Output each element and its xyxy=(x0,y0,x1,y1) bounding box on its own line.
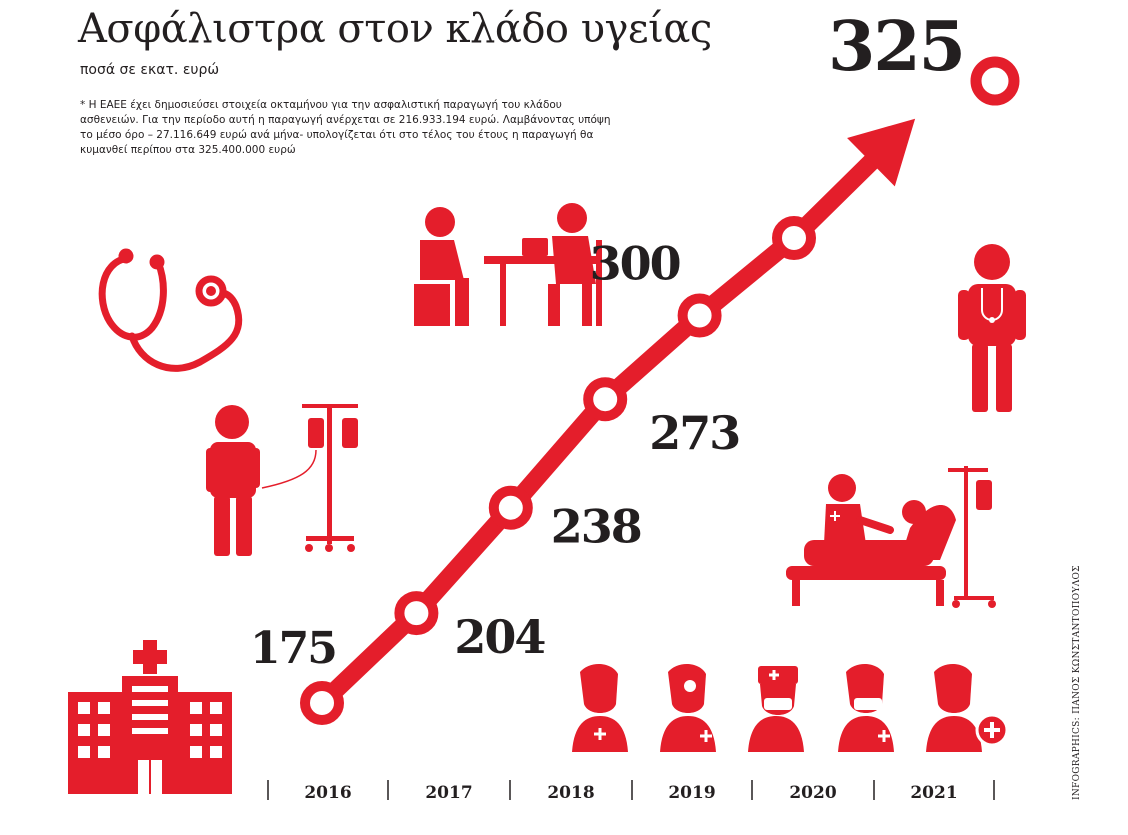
x-tick-label: 2017 xyxy=(425,783,472,803)
patient-iv-icon xyxy=(206,404,358,556)
doctor-icon xyxy=(958,244,1026,412)
data-label: 300 xyxy=(590,237,680,291)
x-tick-label: 2021 xyxy=(910,783,957,803)
data-label: 175 xyxy=(250,623,336,674)
data-point xyxy=(394,591,439,636)
hospital-bed-icon xyxy=(786,466,996,608)
data-point xyxy=(677,293,722,338)
data-label: 238 xyxy=(551,500,641,554)
data-point xyxy=(488,485,533,530)
data-label: 273 xyxy=(649,406,739,460)
page-title: Ασφάλιστρα στον κλάδο υγείας xyxy=(78,6,712,52)
data-points xyxy=(300,56,1020,725)
x-axis: 2016 2017 2018 2019 2020 2021 xyxy=(267,780,995,803)
x-tick-label: 2020 xyxy=(789,783,836,803)
data-point xyxy=(772,216,816,260)
data-label: 325 xyxy=(828,7,964,87)
hospital-icon xyxy=(68,640,232,794)
footnote: * Η ΕΑΕΕ έχει δημοσιεύσει στοιχεία οκταμ… xyxy=(80,99,611,156)
x-tick-label: 2019 xyxy=(668,783,715,803)
data-point xyxy=(970,56,1020,106)
trend-arrowhead xyxy=(847,118,916,187)
data-label: 204 xyxy=(454,610,545,664)
medical-staff-icon xyxy=(572,663,1009,752)
x-tick-label: 2018 xyxy=(547,783,594,803)
data-point xyxy=(583,377,628,422)
data-point xyxy=(300,681,344,725)
subtitle: ποσά σε εκατ. ευρώ xyxy=(80,62,220,78)
stethoscope-icon xyxy=(98,248,243,372)
x-tick-label: 2016 xyxy=(304,783,351,803)
doctor-consultation-icon xyxy=(414,203,602,326)
